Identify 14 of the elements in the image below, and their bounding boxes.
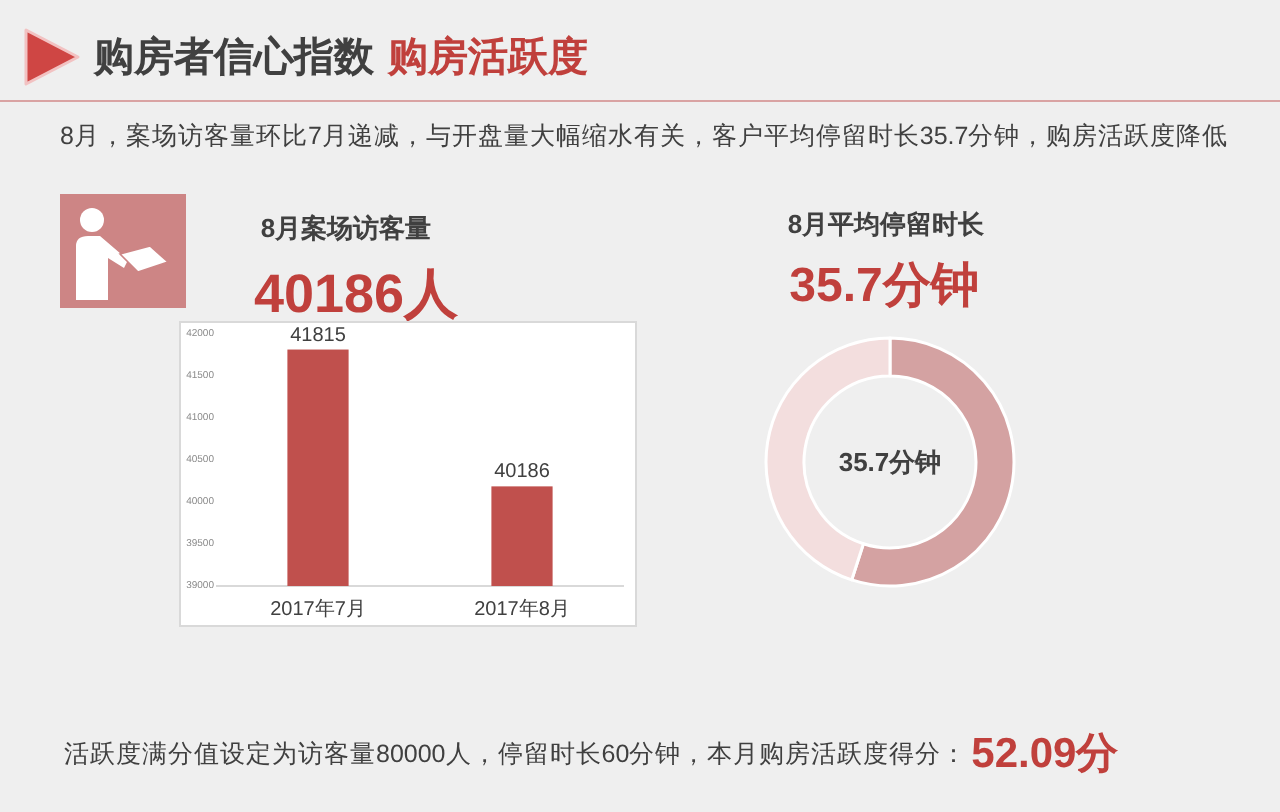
x-tick-label: 2017年7月	[270, 597, 366, 621]
data-label: 40186	[494, 461, 551, 484]
chart-subtitle: 40186人	[253, 264, 461, 324]
data-label: 41815	[290, 324, 347, 347]
text: 活跃度满分值设定为访客量80000人，停留时长60分钟，本月购房活跃度得分：	[64, 738, 968, 768]
text: 52.09分	[971, 731, 1121, 777]
x-tick-label: 2017年8月	[474, 597, 570, 621]
chart-title: 8月案场访客量	[260, 213, 432, 243]
chart-title: 8月平均停留时长	[787, 209, 987, 239]
text: 35.7分钟	[838, 447, 942, 477]
text: 购房活跃度	[386, 34, 588, 80]
text: 购房者信心指数	[92, 34, 376, 80]
chart-subtitle: 35.7分钟	[789, 259, 979, 313]
text: 8月，案场访客量环比7月递减，与开盘量大幅缩水有关，客户平均停留时长35.7分钟，购房活跃度降低	[60, 120, 1229, 150]
